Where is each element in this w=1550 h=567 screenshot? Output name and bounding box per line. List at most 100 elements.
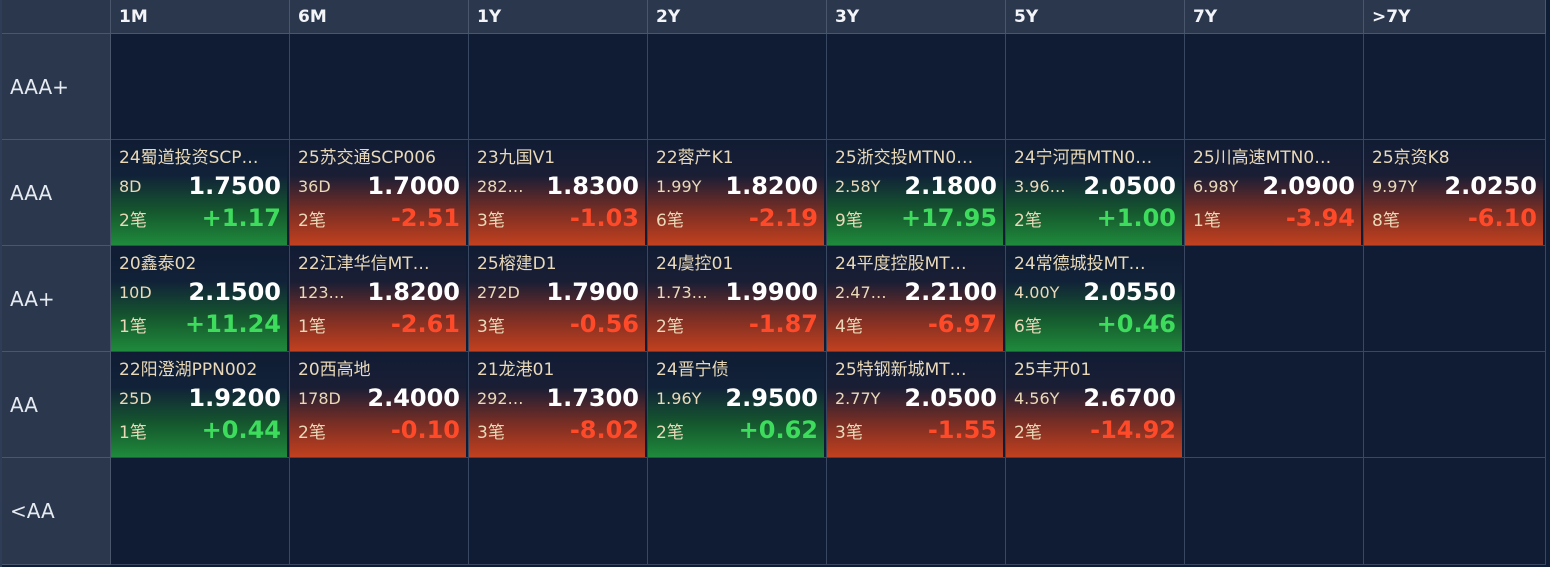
bond-name: 24晋宁债 bbox=[656, 360, 729, 380]
bond-card[interactable]: 21龙港01 292… 1.7300 3笔 -8.02 bbox=[469, 352, 645, 457]
matrix-cell: 24虞控01 1.73… 1.9900 2笔 -1.87 bbox=[648, 246, 827, 352]
matrix-cell: 24常德城投MT… 4.00Y 2.0550 6笔 +0.46 bbox=[1006, 246, 1185, 352]
bond-card[interactable]: 25京资K8 9.97Y 2.0250 8笔 -6.10 bbox=[1364, 140, 1543, 245]
bond-term: 292… bbox=[477, 388, 524, 408]
bond-yield: 1.9900 bbox=[725, 278, 818, 306]
bond-term: 2.58Y bbox=[835, 176, 881, 196]
matrix-cell bbox=[1364, 458, 1546, 565]
bond-card[interactable]: 24晋宁债 1.96Y 2.9500 2笔 +0.62 bbox=[648, 352, 824, 457]
bond-name: 21龙港01 bbox=[477, 360, 555, 380]
bond-yield: 2.4000 bbox=[367, 384, 460, 412]
bond-name: 23九国V1 bbox=[477, 148, 556, 168]
bond-card[interactable]: 24虞控01 1.73… 1.9900 2笔 -1.87 bbox=[648, 246, 824, 351]
matrix-cell: 23九国V1 282… 1.8300 3笔 -1.03 bbox=[469, 140, 648, 246]
bond-term: 9.97Y bbox=[1372, 176, 1418, 196]
row-label: <AA bbox=[2, 458, 111, 565]
bond-term: 272D bbox=[477, 282, 520, 302]
col-header-1m[interactable]: 1M bbox=[111, 0, 290, 34]
bond-card[interactable]: 25川高速MTN0… 6.98Y 2.0900 1笔 -3.94 bbox=[1185, 140, 1361, 245]
bond-card[interactable]: 23九国V1 282… 1.8300 3笔 -1.03 bbox=[469, 140, 645, 245]
row-label: AA bbox=[2, 352, 111, 458]
trade-count: 2笔 bbox=[298, 210, 326, 231]
trade-count: 3笔 bbox=[477, 210, 505, 231]
yield-change: +0.44 bbox=[201, 416, 281, 444]
yield-change: -14.92 bbox=[1090, 416, 1176, 444]
trade-count: 2笔 bbox=[656, 422, 684, 443]
trade-count: 1笔 bbox=[298, 316, 326, 337]
bond-card[interactable]: 25苏交通SCP006 36D 1.7000 2笔 -2.51 bbox=[290, 140, 466, 245]
matrix-cell: 20鑫泰02 10D 2.1500 1笔 +11.24 bbox=[111, 246, 290, 352]
yield-change: +0.46 bbox=[1096, 310, 1176, 338]
yield-change: -1.03 bbox=[569, 204, 639, 232]
bond-card[interactable]: 22阳澄湖PPN002 25D 1.9200 1笔 +0.44 bbox=[111, 352, 287, 457]
row-label: AAA bbox=[2, 140, 111, 246]
bond-name: 25丰开01 bbox=[1014, 360, 1092, 380]
bond-name: 24常德城投MT… bbox=[1014, 254, 1146, 274]
bond-term: 4.00Y bbox=[1014, 282, 1060, 302]
bond-card[interactable]: 24宁河西MTN0… 3.96… 2.0500 2笔 +1.00 bbox=[1006, 140, 1182, 245]
trade-count: 2笔 bbox=[119, 210, 147, 231]
bond-term: 3.96… bbox=[1014, 176, 1066, 196]
trade-count: 9笔 bbox=[835, 210, 863, 231]
bond-yield: 1.7300 bbox=[546, 384, 639, 412]
col-header-2y[interactable]: 2Y bbox=[648, 0, 827, 34]
matrix-cell bbox=[1364, 352, 1546, 458]
col-header-gt7y[interactable]: >7Y bbox=[1364, 0, 1546, 34]
matrix-cell: 22蓉产K1 1.99Y 1.8200 6笔 -2.19 bbox=[648, 140, 827, 246]
col-header-3y[interactable]: 3Y bbox=[827, 0, 1006, 34]
bond-yield: 1.8200 bbox=[367, 278, 460, 306]
bond-name: 22阳澄湖PPN002 bbox=[119, 360, 258, 380]
bond-card[interactable]: 22江津华信MT… 123… 1.8200 1笔 -2.61 bbox=[290, 246, 466, 351]
bond-card[interactable]: 25特钢新城MT… 2.77Y 2.0500 3笔 -1.55 bbox=[827, 352, 1003, 457]
bond-term: 178D bbox=[298, 388, 341, 408]
col-header-7y[interactable]: 7Y bbox=[1185, 0, 1364, 34]
bond-card[interactable]: 24蜀道投资SCP… 8D 1.7500 2笔 +1.17 bbox=[111, 140, 287, 245]
bond-card[interactable]: 24常德城投MT… 4.00Y 2.0550 6笔 +0.46 bbox=[1006, 246, 1182, 351]
matrix-cell bbox=[1185, 352, 1364, 458]
matrix-cell bbox=[1185, 246, 1364, 352]
col-header-1y[interactable]: 1Y bbox=[469, 0, 648, 34]
matrix-cell: 24蜀道投资SCP… 8D 1.7500 2笔 +1.17 bbox=[111, 140, 290, 246]
matrix-cell bbox=[827, 34, 1006, 140]
matrix-cell: 25川高速MTN0… 6.98Y 2.0900 1笔 -3.94 bbox=[1185, 140, 1364, 246]
matrix-cell: 25榕建D1 272D 1.7900 3笔 -0.56 bbox=[469, 246, 648, 352]
col-header-6m[interactable]: 6M bbox=[290, 0, 469, 34]
trade-count: 3笔 bbox=[477, 422, 505, 443]
bond-name: 25浙交投MTN0… bbox=[835, 148, 974, 168]
col-header-5y[interactable]: 5Y bbox=[1006, 0, 1185, 34]
trade-count: 2笔 bbox=[1014, 422, 1042, 443]
bond-yield: 1.9200 bbox=[188, 384, 281, 412]
bond-card[interactable]: 22蓉产K1 1.99Y 1.8200 6笔 -2.19 bbox=[648, 140, 824, 245]
bond-card[interactable]: 24平度控股MT… 2.47… 2.2100 4笔 -6.97 bbox=[827, 246, 1003, 351]
matrix-cell bbox=[1364, 246, 1546, 352]
matrix-cell bbox=[290, 458, 469, 565]
bond-card[interactable]: 20鑫泰02 10D 2.1500 1笔 +11.24 bbox=[111, 246, 287, 351]
matrix-cell: 21龙港01 292… 1.7300 3笔 -8.02 bbox=[469, 352, 648, 458]
bond-card[interactable]: 25浙交投MTN0… 2.58Y 2.1800 9笔 +17.95 bbox=[827, 140, 1003, 245]
bond-yield: 2.1500 bbox=[188, 278, 281, 306]
matrix-cell bbox=[1006, 458, 1185, 565]
bond-yield: 2.1800 bbox=[904, 172, 997, 200]
bond-card[interactable]: 20西高地 178D 2.4000 2笔 -0.10 bbox=[290, 352, 466, 457]
matrix-cell: 20西高地 178D 2.4000 2笔 -0.10 bbox=[290, 352, 469, 458]
bond-name: 25榕建D1 bbox=[477, 254, 557, 274]
trade-count: 3笔 bbox=[835, 422, 863, 443]
bond-yield: 2.0500 bbox=[1083, 172, 1176, 200]
matrix-cell bbox=[1006, 34, 1185, 140]
bond-card[interactable]: 25榕建D1 272D 1.7900 3笔 -0.56 bbox=[469, 246, 645, 351]
bond-term: 25D bbox=[119, 388, 152, 408]
matrix-cell bbox=[111, 458, 290, 565]
bond-yield: 1.8300 bbox=[546, 172, 639, 200]
trade-count: 4笔 bbox=[835, 316, 863, 337]
bond-term: 1.73… bbox=[656, 282, 708, 302]
yield-change: -2.61 bbox=[390, 310, 460, 338]
bond-name: 25京资K8 bbox=[1372, 148, 1450, 168]
matrix-cell bbox=[648, 458, 827, 565]
bond-card[interactable]: 25丰开01 4.56Y 2.6700 2笔 -14.92 bbox=[1006, 352, 1182, 457]
trade-count: 3笔 bbox=[477, 316, 505, 337]
row-label: AA+ bbox=[2, 246, 111, 352]
yield-change: -0.10 bbox=[390, 416, 460, 444]
bond-yield: 1.7900 bbox=[546, 278, 639, 306]
yield-change: -1.55 bbox=[927, 416, 997, 444]
trade-count: 6笔 bbox=[656, 210, 684, 231]
